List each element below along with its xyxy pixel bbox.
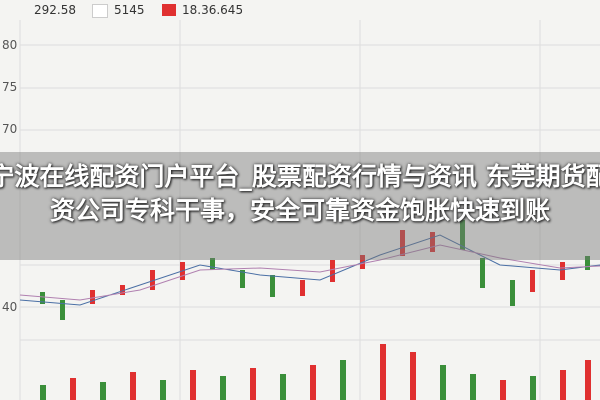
axis-label: 40: [2, 300, 18, 314]
legend-swatch: [162, 4, 176, 16]
header-value: 18.36.645: [182, 3, 244, 17]
legend-swatch: [92, 4, 108, 18]
article-title[interactable]: 宁波在线配资门户平台_股票配资行情与资讯 东莞期货配资公司专科干事，安全可靠资金…: [0, 162, 600, 225]
candles: [19, 220, 600, 320]
title-overlay: [0, 152, 600, 260]
header-value: 5145: [114, 3, 145, 17]
axis-label: 70: [2, 122, 18, 136]
header-value: 292.58: [34, 3, 76, 17]
axis-label: 75: [2, 80, 18, 94]
header: 292.58 5145 18.36.645: [0, 0, 600, 20]
grid: [19, 20, 600, 400]
axis-label: 80: [2, 38, 18, 52]
volume-bars: [40, 344, 591, 400]
